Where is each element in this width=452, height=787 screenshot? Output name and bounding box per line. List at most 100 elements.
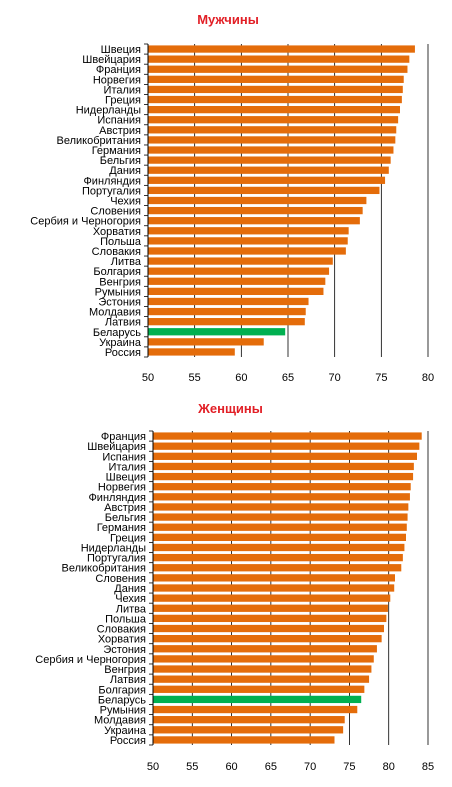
bar [148, 156, 391, 164]
bar [153, 442, 420, 450]
x-tick-label: 65 [282, 372, 294, 384]
bar [148, 95, 402, 104]
bar [153, 736, 335, 744]
bar [153, 574, 395, 582]
category-label: Словакия [97, 624, 146, 636]
bar [148, 126, 397, 134]
bar [148, 297, 309, 306]
category-label: Украина [99, 337, 142, 349]
bar [148, 75, 404, 83]
x-tick-label: 50 [147, 761, 159, 773]
category-label: Австрия [99, 125, 141, 137]
bar [148, 196, 367, 205]
bar [148, 338, 264, 346]
bar [148, 287, 324, 296]
category-label: Швеция [101, 44, 141, 56]
bar [153, 493, 410, 501]
bar [148, 85, 403, 94]
category-label: Португалия [87, 553, 146, 565]
category-label: Австрия [104, 502, 146, 514]
category-label: Норвегия [98, 482, 146, 494]
bar [148, 105, 400, 114]
bar [153, 624, 384, 633]
category-label: Франция [96, 64, 141, 76]
x-tick-label: 65 [265, 761, 277, 773]
category-label: Бельгия [105, 512, 146, 524]
bar [148, 307, 306, 316]
bar [153, 533, 406, 542]
category-label: Бельгия [100, 155, 141, 167]
category-label: Греция [105, 95, 141, 107]
category-label: Великобритания [62, 563, 147, 575]
bar [153, 726, 344, 734]
category-label: Хорватия [93, 226, 141, 238]
category-label: Беларусь [93, 327, 141, 339]
bar [148, 277, 326, 285]
category-label: Румыния [100, 705, 146, 717]
bar [148, 318, 305, 326]
bar [153, 645, 377, 653]
category-label: Италия [109, 461, 147, 473]
category-label: Германия [92, 145, 141, 157]
bar [153, 452, 417, 460]
category-label: Румыния [95, 286, 141, 298]
category-label: Норвегия [93, 74, 141, 86]
bar [153, 523, 407, 531]
bar [153, 513, 408, 521]
category-label: Венгрия [99, 276, 141, 288]
x-tick-label: 80 [383, 761, 395, 773]
category-label: Франция [101, 431, 146, 443]
category-label: Великобритания [57, 135, 142, 147]
chart-1: Мужчины 50 55 60 65 70 75 80 ШвецияШвейцарияФран… [30, 12, 434, 384]
category-label: Венгрия [104, 664, 146, 676]
category-label: Финляндия [88, 492, 146, 504]
bar [153, 675, 370, 683]
category-label: Хорватия [98, 634, 146, 646]
category-label: Швейцария [87, 441, 146, 453]
bar [148, 348, 235, 356]
category-label: Финляндия [83, 175, 141, 187]
category-label: Нидерланды [76, 105, 141, 117]
bar [148, 227, 349, 235]
category-label: Болгария [93, 266, 141, 278]
x-tick-label: 50 [142, 372, 154, 384]
bar [148, 206, 363, 215]
x-tick-label: 55 [186, 761, 198, 773]
x-tick-label: 60 [225, 761, 237, 773]
category-label: Швейцария [82, 54, 141, 66]
category-label: Литва [116, 603, 147, 615]
bar [153, 604, 388, 612]
category-label: Словакия [92, 246, 141, 258]
category-label: Италия [104, 84, 142, 96]
bar [148, 65, 408, 73]
x-tick-label: 75 [375, 372, 387, 384]
bar [153, 614, 387, 623]
bar [148, 136, 396, 144]
category-label: Сербия и Черногория [35, 654, 146, 666]
category-label: Россия [110, 735, 146, 747]
bar [153, 584, 395, 592]
bar [148, 45, 415, 53]
bar [153, 553, 403, 562]
category-label: Латвия [105, 317, 141, 329]
x-tick-label: 70 [329, 372, 341, 384]
bar [148, 186, 380, 195]
bar [153, 665, 372, 673]
bar [148, 257, 333, 265]
bar [153, 462, 414, 471]
bar [153, 483, 411, 491]
category-label: Дания [114, 583, 146, 595]
bar [153, 705, 358, 714]
category-label: Испания [102, 451, 146, 463]
category-label: Сербия и Черногория [30, 216, 141, 228]
bar [148, 217, 360, 225]
category-label: Швеция [106, 472, 146, 484]
category-label: Эстония [103, 644, 146, 656]
bar [153, 432, 422, 440]
bar [153, 695, 362, 704]
category-label: Дания [109, 165, 141, 177]
bar [148, 55, 410, 63]
category-label: Португалия [82, 185, 141, 197]
x-tick-label: 85 [422, 761, 434, 773]
